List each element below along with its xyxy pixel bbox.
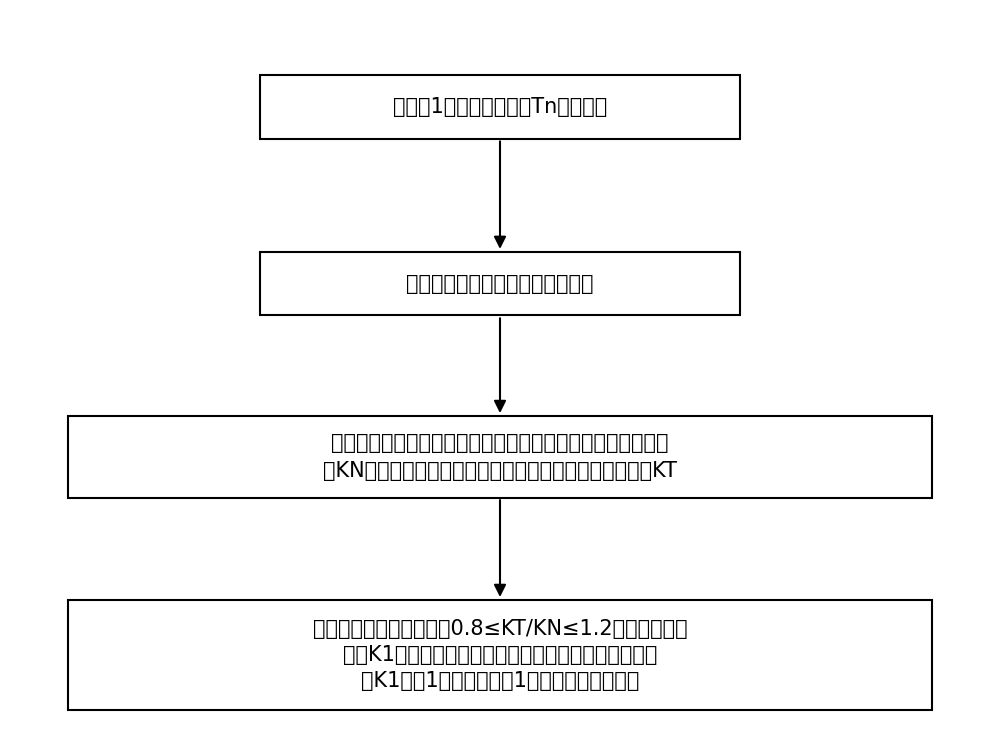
Bar: [68, 600, 932, 710]
Text: 选取合格的天然地震波（0.8≤KT/KN≤1.2）；设定调整: 选取合格的天然地震波（0.8≤KT/KN≤1.2）；设定调整: [313, 620, 687, 640]
Bar: [68, 416, 932, 497]
Bar: [260, 252, 740, 315]
Text: 选取梁1桥结构自振周期Tn对比区间: 选取梁1桥结构自振周期Tn对比区间: [393, 97, 607, 116]
Text: 计算出天然地震波的反应谱曲线在两个对比区间所对应的面积: 计算出天然地震波的反应谱曲线在两个对比区间所对应的面积: [331, 433, 669, 453]
Text: 选取地震动反应谱高频段对比区间: 选取地震动反应谱高频段对比区间: [406, 273, 594, 293]
Bar: [260, 75, 740, 139]
Text: 系数K1，对天然地震波反应谱各控制点错値进行调整，: 系数K1，对天然地震波反应谱各控制点错値进行调整，: [343, 645, 657, 665]
Text: 比KN，计算出目标谱曲线在两个对比区间所对应的面积比KT: 比KN，计算出目标谱曲线在两个对比区间所对应的面积比KT: [323, 461, 677, 481]
Text: 使K1趋于1；然后对桥梁1进行动力弹塑性分析: 使K1趋于1；然后对桥梁1进行动力弹塑性分析: [361, 671, 639, 691]
